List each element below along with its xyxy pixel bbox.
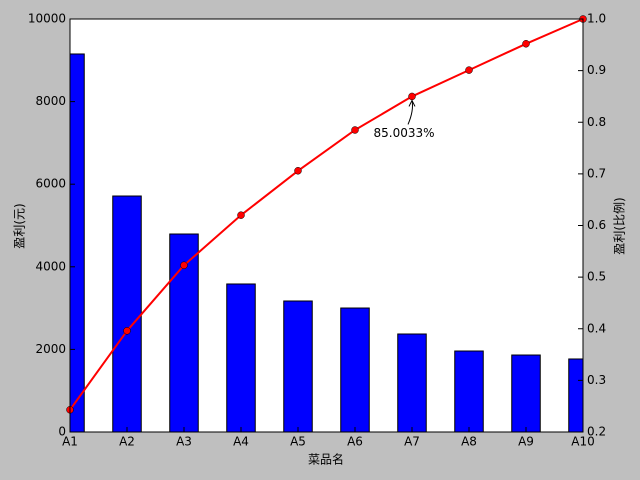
line-marker [465, 66, 473, 74]
line-marker [351, 126, 359, 134]
annotation-arrowhead [408, 99, 416, 107]
bar-group [70, 53, 583, 432]
bar [226, 283, 256, 432]
y2-tick-label: 0.7 [587, 166, 606, 180]
y2-tick-label: 0.4 [587, 321, 606, 335]
y2-axis-label: 盈利(比例) [613, 197, 627, 254]
y-axis-label: 盈利(元) [13, 203, 27, 248]
bar [340, 307, 370, 432]
x-tick-label: A5 [290, 435, 306, 449]
y-tick-label: 0 [58, 425, 66, 439]
bar [568, 358, 583, 432]
x-tick-label: A4 [233, 435, 249, 449]
y2-tick-label: 0.6 [587, 218, 606, 232]
x-axis-label: 菜品名 [308, 452, 344, 467]
y2-tick-label: 0.2 [587, 425, 606, 439]
line-marker [180, 261, 188, 270]
bar [511, 354, 541, 432]
line [69, 18, 584, 411]
x-tick-label: A8 [461, 435, 477, 449]
bar [397, 333, 427, 432]
y2-tick-label: 0.8 [587, 115, 606, 129]
y2-tick-label: 0.3 [587, 373, 606, 387]
line-marker [522, 40, 530, 48]
plot-area [70, 19, 583, 432]
bar [454, 350, 484, 432]
line-marker [123, 327, 131, 335]
annotation-text: 85.0033% [373, 126, 434, 140]
x-tick-label: A3 [176, 435, 192, 449]
x-tick-label: A7 [404, 435, 420, 449]
bar [112, 195, 142, 432]
y-tick-label: 10000 [28, 12, 66, 26]
x-tick-label: A10 [571, 435, 594, 449]
y2-tick-label: 0.9 [587, 63, 606, 77]
line-marker [408, 92, 416, 101]
x-tick-label: A1 [62, 435, 78, 449]
bar [70, 53, 85, 432]
y-tick-label: 8000 [35, 94, 66, 108]
y-tick-label: 6000 [35, 177, 66, 191]
x-tick-label: A2 [119, 435, 135, 449]
y-tick-label: 2000 [35, 342, 66, 356]
line-marker [294, 167, 302, 175]
annotation-arrow [407, 100, 413, 125]
y2-tick-label: 1.0 [587, 12, 606, 26]
x-tick-label: A6 [347, 435, 363, 449]
y-tick-label: 4000 [35, 259, 66, 273]
x-tick-label: A9 [518, 435, 534, 449]
bar [283, 300, 313, 432]
y2-tick-label: 0.5 [587, 270, 606, 284]
line-marker [237, 211, 245, 219]
